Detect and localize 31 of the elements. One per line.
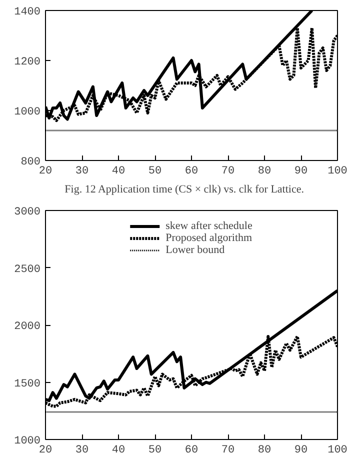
x-tick-label: 80 bbox=[258, 444, 272, 455]
caption: Fig. 12 Application time (CS × clk) vs. clk for Lattice. bbox=[64, 184, 304, 196]
legend-label: skew after schedule bbox=[166, 220, 252, 232]
x-tick-label: 40 bbox=[112, 444, 126, 455]
x-tick-label: 50 bbox=[148, 444, 162, 455]
x-tick-label: 30 bbox=[75, 166, 89, 178]
x-tick-label: 100 bbox=[328, 444, 348, 455]
x-tick-label: 40 bbox=[112, 166, 126, 178]
y-tick-label: 1000 bbox=[14, 106, 40, 118]
x-tick-label: 60 bbox=[184, 444, 198, 455]
y-tick-label: 1500 bbox=[14, 378, 40, 390]
y-tick-label: 800 bbox=[20, 156, 41, 168]
y-tick-label: 1200 bbox=[14, 56, 40, 68]
legend-label: Proposed algorithm bbox=[166, 232, 252, 244]
x-tick-label: 70 bbox=[221, 166, 235, 178]
y-tick-label: 2000 bbox=[14, 321, 40, 333]
y-tick-label: 1000 bbox=[14, 436, 40, 448]
x-tick-label: 30 bbox=[75, 444, 89, 455]
y-tick-label: 2500 bbox=[14, 264, 40, 276]
x-tick-label: 90 bbox=[294, 166, 308, 178]
x-tick-label: 100 bbox=[328, 166, 348, 178]
x-tick-label: 20 bbox=[38, 444, 52, 455]
legend-label: Lower bound bbox=[166, 244, 225, 256]
y-tick-label: 1400 bbox=[14, 6, 40, 18]
x-tick-label: 70 bbox=[221, 444, 235, 455]
x-tick-label: 60 bbox=[184, 166, 198, 178]
x-tick-label: 80 bbox=[258, 166, 272, 178]
y-tick-label: 3000 bbox=[14, 206, 40, 218]
x-tick-label: 50 bbox=[148, 166, 162, 178]
x-tick-label: 20 bbox=[38, 166, 52, 178]
x-tick-label: 90 bbox=[294, 444, 308, 455]
